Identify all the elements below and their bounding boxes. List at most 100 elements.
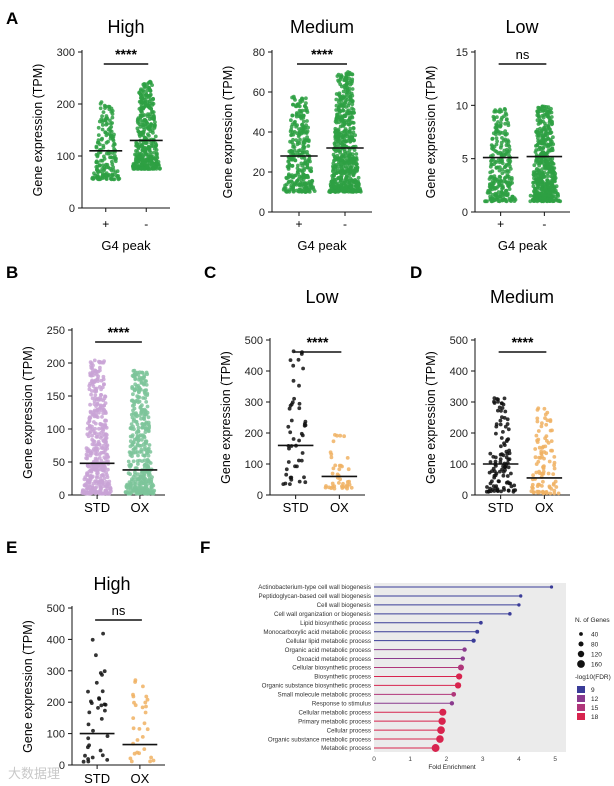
data-point (335, 166, 340, 170)
data-point (488, 190, 492, 195)
data-point (93, 426, 97, 431)
data-point (95, 402, 100, 407)
data-point (150, 491, 155, 495)
data-point (305, 119, 309, 123)
data-point (551, 176, 556, 181)
data-point (541, 126, 546, 131)
data-point (506, 488, 511, 493)
data-point (494, 129, 498, 134)
data-point (505, 474, 510, 478)
data-point (542, 165, 547, 169)
data-point (504, 449, 509, 454)
series-- (131, 79, 162, 171)
x-tick-label: - (144, 217, 148, 231)
data-point (505, 117, 509, 122)
data-point (354, 152, 359, 156)
data-point (529, 489, 534, 494)
data-point (146, 102, 150, 107)
data-point (88, 426, 93, 431)
y-tick-label: 100 (47, 424, 65, 436)
data-point (98, 486, 103, 490)
y-tick-label: 300 (57, 47, 75, 59)
legend-size-dot (578, 641, 584, 647)
data-point (147, 446, 151, 451)
data-point (543, 187, 548, 192)
data-point (339, 175, 344, 180)
data-point (545, 111, 550, 116)
data-point (148, 157, 153, 162)
series-STD (281, 349, 308, 486)
data-point (97, 432, 101, 437)
data-point (131, 694, 136, 699)
legend-color-swatch (577, 704, 585, 711)
data-point (144, 383, 149, 387)
data-point (304, 96, 308, 101)
data-point (293, 464, 297, 469)
data-point (84, 456, 88, 460)
data-point (140, 425, 145, 430)
data-point (552, 455, 557, 459)
data-point (85, 449, 90, 453)
data-point (306, 175, 310, 180)
data-point (109, 134, 113, 139)
data-point (107, 482, 112, 487)
data-point (299, 168, 304, 173)
data-point (535, 157, 539, 162)
data-point (541, 479, 545, 484)
data-point (552, 466, 557, 471)
series-OX (529, 406, 561, 496)
data-point (94, 443, 99, 448)
data-point (87, 387, 92, 392)
data-point (537, 193, 541, 198)
category-label: Cellular process (327, 727, 371, 734)
panel-a3: Low 0 5 10 15 Gene expression (TPM) G4 peak + - n… (424, 17, 570, 253)
x-tick-label: STD (84, 500, 110, 515)
data-point (287, 406, 292, 411)
y-tick-label: 0 (59, 490, 65, 502)
legend-color-swatch (577, 713, 585, 720)
data-point (110, 115, 115, 120)
panel-c: C Low 0 100 200 300 400 500 Gene expression (TPM… (204, 263, 365, 515)
data-point (294, 188, 299, 193)
data-point (344, 166, 349, 171)
data-point (493, 459, 498, 464)
y-axis-label: Gene expression (TPM) (221, 66, 235, 199)
data-point (296, 357, 301, 362)
data-point (498, 469, 502, 474)
data-point (491, 114, 496, 119)
data-point (136, 116, 141, 121)
data-point (291, 378, 296, 383)
data-point (92, 402, 97, 406)
data-point (543, 123, 548, 128)
data-point (134, 466, 139, 470)
data-point (87, 485, 92, 489)
data-point (342, 144, 347, 148)
lollipop-point (457, 664, 464, 671)
data-point (494, 165, 499, 170)
data-point (95, 167, 99, 172)
data-point (549, 198, 554, 203)
data-point (535, 489, 539, 494)
data-point (492, 489, 497, 493)
data-point (147, 133, 151, 138)
data-point (145, 391, 150, 396)
x-tick-label: 5 (553, 756, 557, 763)
lollipop-point (549, 585, 554, 589)
data-point (551, 142, 556, 147)
data-point (538, 121, 543, 125)
data-point (111, 144, 116, 148)
data-point (131, 419, 136, 423)
data-point (501, 453, 506, 458)
data-point (302, 423, 307, 428)
panel-letter: A (6, 9, 18, 28)
data-point (338, 170, 342, 175)
data-point (145, 450, 150, 455)
data-point (105, 491, 109, 496)
data-point (153, 134, 158, 139)
data-point (347, 180, 352, 185)
data-point (547, 459, 552, 464)
data-point (336, 127, 341, 132)
data-point (350, 79, 354, 84)
data-point (350, 72, 354, 76)
data-point (497, 174, 502, 179)
